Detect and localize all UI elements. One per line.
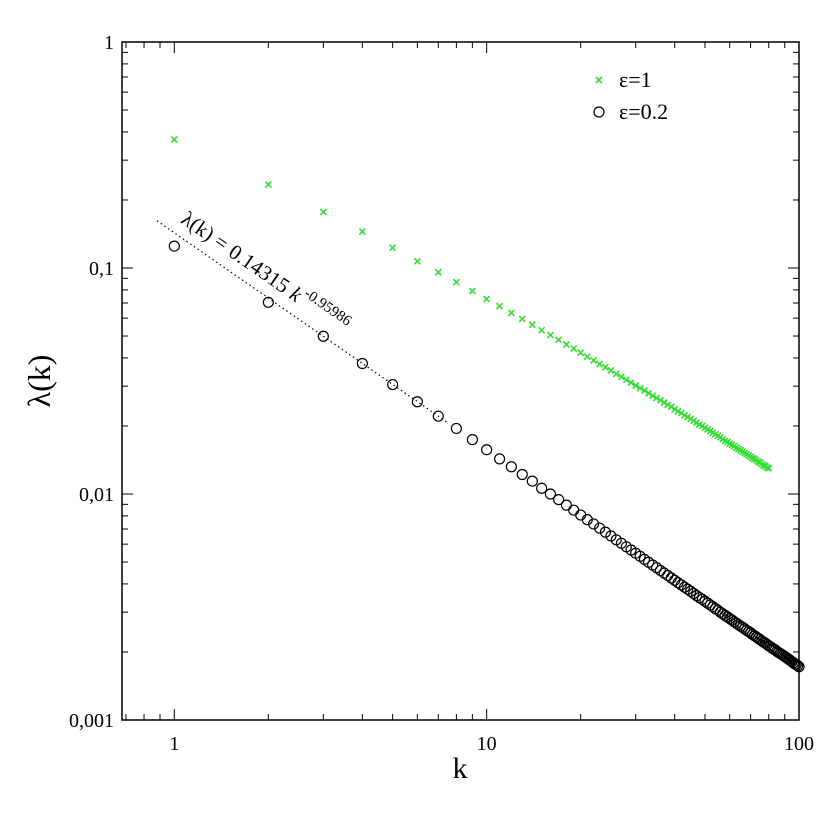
- point: [168, 240, 180, 252]
- point: [555, 336, 563, 344]
- point: [645, 389, 653, 397]
- point: [601, 363, 609, 371]
- point: [664, 401, 672, 409]
- point: [468, 287, 476, 295]
- point: [765, 464, 773, 472]
- point: [693, 592, 706, 604]
- point: [583, 353, 591, 361]
- point: [607, 366, 615, 375]
- x-axis-label: k: [453, 752, 468, 785]
- point: [577, 349, 585, 357]
- y-tick-label: 0,001: [69, 710, 114, 732]
- point: [483, 295, 491, 303]
- point: [588, 518, 600, 530]
- point: [170, 136, 178, 144]
- y-tick-label: 0,01: [79, 484, 114, 506]
- point: [790, 658, 802, 671]
- fit-line: [156, 220, 448, 424]
- point: [505, 461, 517, 473]
- x-tick-label: 1: [169, 733, 179, 755]
- point: [553, 494, 565, 506]
- legend-label: ε=1: [619, 67, 652, 92]
- point: [627, 379, 635, 387]
- point: [671, 405, 679, 413]
- point: [656, 396, 664, 404]
- point: [748, 454, 757, 462]
- y-axis-label: λ(k): [21, 355, 57, 408]
- legend-label: ε=0.2: [619, 99, 668, 124]
- point: [640, 386, 649, 395]
- point: [617, 373, 625, 381]
- point: [389, 244, 397, 252]
- point: [264, 180, 272, 189]
- point: [516, 468, 528, 481]
- point: [792, 660, 804, 672]
- point: [622, 376, 630, 384]
- point: [493, 453, 506, 465]
- point: [413, 257, 421, 265]
- x-tick-label: 10: [477, 733, 497, 755]
- x-tick-label: 100: [784, 733, 814, 755]
- point: [358, 227, 366, 236]
- point: [690, 590, 703, 602]
- point: [536, 482, 548, 494]
- point: [432, 410, 444, 422]
- point: [452, 278, 460, 286]
- point: [481, 444, 493, 456]
- point: [632, 381, 640, 390]
- point: [546, 331, 554, 339]
- point: [466, 434, 478, 446]
- plot-frame: [121, 41, 800, 721]
- point: [612, 370, 620, 378]
- point: [434, 268, 442, 276]
- point: [745, 627, 757, 639]
- point: [594, 522, 606, 534]
- point: [660, 398, 668, 407]
- legend-marker: [595, 76, 603, 84]
- point: [528, 321, 536, 329]
- point: [688, 587, 700, 600]
- point: [450, 422, 462, 435]
- point: [653, 394, 661, 402]
- point: [678, 581, 691, 593]
- point: [682, 583, 694, 595]
- point: [356, 357, 368, 370]
- point: [793, 661, 805, 673]
- point: [590, 356, 598, 364]
- legend-marker: [593, 106, 605, 118]
- y-tick-label: 1: [104, 32, 114, 54]
- point: [538, 326, 546, 334]
- y-tick-label: 0,1: [89, 258, 114, 280]
- point: [496, 302, 504, 310]
- point: [544, 488, 557, 500]
- point: [387, 378, 399, 391]
- point: [526, 475, 538, 487]
- point: [411, 396, 423, 408]
- point: [599, 526, 612, 538]
- point: [518, 315, 526, 323]
- point: [319, 208, 327, 216]
- point: [649, 392, 657, 400]
- point: [570, 345, 578, 353]
- point: [562, 340, 570, 348]
- point: [636, 384, 644, 392]
- point: [317, 330, 329, 342]
- point: [596, 360, 604, 368]
- point: [507, 309, 515, 317]
- point: [262, 296, 274, 308]
